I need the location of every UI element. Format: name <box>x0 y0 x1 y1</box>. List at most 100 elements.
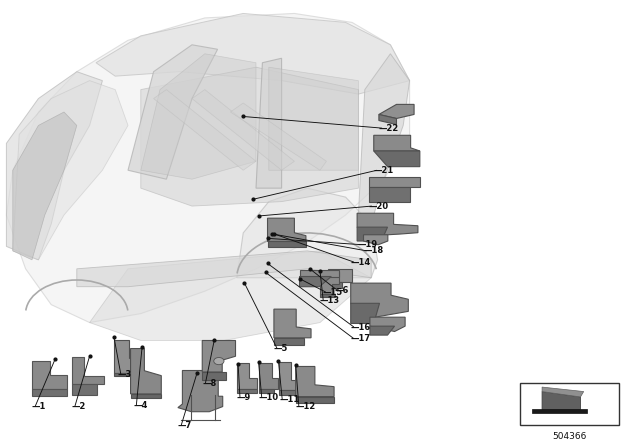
Text: —10: —10 <box>259 393 278 402</box>
Point <box>253 358 264 366</box>
Polygon shape <box>230 103 326 170</box>
Point <box>192 369 202 376</box>
Polygon shape <box>369 177 420 187</box>
Polygon shape <box>542 387 584 397</box>
Circle shape <box>214 358 224 365</box>
Polygon shape <box>202 340 236 372</box>
Polygon shape <box>6 13 410 323</box>
Point <box>291 362 301 369</box>
Text: —9: —9 <box>237 393 251 402</box>
Text: —2: —2 <box>72 402 86 411</box>
Text: —14: —14 <box>351 258 371 267</box>
Text: 504366: 504366 <box>552 432 586 441</box>
Polygon shape <box>358 54 410 224</box>
Text: —13: —13 <box>320 296 340 305</box>
Polygon shape <box>328 269 352 282</box>
Polygon shape <box>96 13 410 94</box>
Polygon shape <box>131 394 161 398</box>
Polygon shape <box>374 135 420 151</box>
Polygon shape <box>237 188 378 278</box>
Polygon shape <box>542 392 580 409</box>
Text: —1: —1 <box>32 402 46 411</box>
Polygon shape <box>279 362 298 390</box>
Point <box>315 267 325 275</box>
Polygon shape <box>202 372 225 380</box>
Polygon shape <box>141 67 358 206</box>
FancyBboxPatch shape <box>520 383 619 425</box>
Polygon shape <box>320 272 339 294</box>
Polygon shape <box>296 396 334 403</box>
Point <box>294 275 305 282</box>
Polygon shape <box>300 276 332 287</box>
Text: —4: —4 <box>133 401 147 410</box>
Text: —6: —6 <box>334 286 348 295</box>
Point <box>305 265 315 272</box>
Polygon shape <box>32 389 67 396</box>
Polygon shape <box>274 338 303 345</box>
Polygon shape <box>379 115 396 125</box>
Point <box>109 333 119 340</box>
Polygon shape <box>328 282 342 288</box>
Polygon shape <box>357 213 418 236</box>
Polygon shape <box>374 151 420 167</box>
Point <box>238 113 248 120</box>
Text: —21: —21 <box>374 166 394 175</box>
Point <box>248 196 258 203</box>
Text: —16: —16 <box>351 323 371 332</box>
Polygon shape <box>259 389 274 393</box>
Polygon shape <box>532 409 587 413</box>
Text: —12: —12 <box>296 402 316 411</box>
Point <box>273 357 284 364</box>
Point <box>262 260 273 267</box>
Polygon shape <box>268 218 306 241</box>
Polygon shape <box>237 363 257 389</box>
Point <box>254 212 264 220</box>
Polygon shape <box>274 309 311 338</box>
Polygon shape <box>256 58 282 188</box>
Polygon shape <box>141 54 256 179</box>
Text: —5: —5 <box>274 344 288 353</box>
Polygon shape <box>296 366 334 396</box>
Polygon shape <box>32 361 67 389</box>
Polygon shape <box>178 370 223 412</box>
Polygon shape <box>192 90 294 170</box>
Polygon shape <box>370 317 405 332</box>
Text: —7: —7 <box>178 421 192 430</box>
Polygon shape <box>90 251 371 340</box>
Point <box>239 280 250 287</box>
Text: —15: —15 <box>323 288 343 297</box>
Polygon shape <box>114 373 140 376</box>
Polygon shape <box>268 241 306 247</box>
Polygon shape <box>351 303 380 323</box>
Point <box>50 356 60 363</box>
Polygon shape <box>269 67 358 170</box>
Polygon shape <box>72 357 104 383</box>
Polygon shape <box>154 90 256 170</box>
Point <box>233 360 243 367</box>
Polygon shape <box>370 326 394 335</box>
Polygon shape <box>320 294 335 297</box>
Text: —8: —8 <box>202 379 216 388</box>
Text: —18: —18 <box>364 246 383 255</box>
Polygon shape <box>300 270 339 276</box>
Polygon shape <box>259 363 278 389</box>
Polygon shape <box>237 389 257 393</box>
Point <box>84 353 95 360</box>
Point <box>209 336 220 343</box>
Point <box>137 344 147 351</box>
Polygon shape <box>13 112 77 260</box>
Text: —19: —19 <box>357 240 377 249</box>
Polygon shape <box>77 251 371 287</box>
Point <box>267 230 277 237</box>
Polygon shape <box>357 227 388 241</box>
Polygon shape <box>6 72 102 260</box>
Text: —11: —11 <box>279 395 300 404</box>
Text: —17: —17 <box>351 334 371 343</box>
Polygon shape <box>128 45 218 179</box>
Point <box>262 235 273 242</box>
Point <box>260 269 271 276</box>
Polygon shape <box>13 81 128 260</box>
Point <box>269 230 279 237</box>
Polygon shape <box>279 390 296 395</box>
Polygon shape <box>364 235 388 245</box>
